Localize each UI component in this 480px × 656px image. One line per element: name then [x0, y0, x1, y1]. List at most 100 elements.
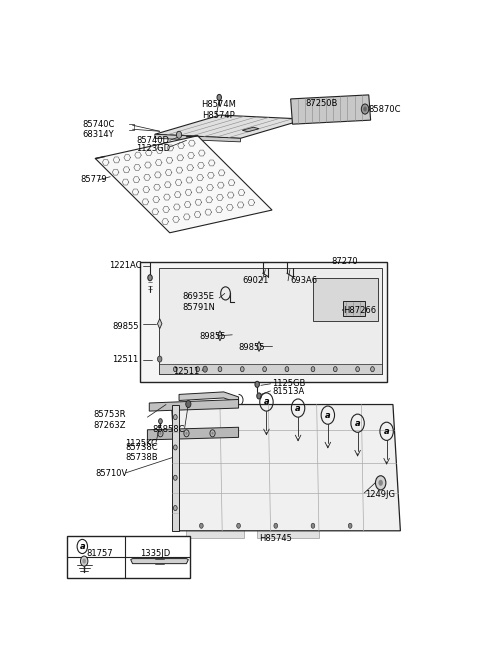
Polygon shape: [155, 134, 240, 142]
Polygon shape: [147, 427, 239, 440]
FancyBboxPatch shape: [196, 363, 214, 375]
Text: 81513A: 81513A: [272, 388, 304, 396]
Bar: [268, 465, 335, 506]
Text: 1249JG: 1249JG: [365, 491, 395, 499]
Circle shape: [378, 480, 383, 486]
Circle shape: [356, 367, 360, 372]
Text: a: a: [264, 398, 269, 407]
Polygon shape: [179, 392, 239, 403]
Polygon shape: [158, 364, 382, 374]
Circle shape: [255, 381, 259, 387]
Bar: [257, 412, 317, 458]
Circle shape: [173, 506, 177, 510]
Polygon shape: [158, 268, 382, 374]
Bar: [202, 465, 253, 506]
Polygon shape: [149, 400, 239, 411]
Polygon shape: [218, 331, 222, 341]
Circle shape: [363, 106, 367, 112]
Text: 81757: 81757: [87, 549, 113, 558]
FancyBboxPatch shape: [151, 353, 168, 365]
Bar: [67, 537, 190, 578]
Polygon shape: [155, 115, 305, 138]
Circle shape: [83, 559, 86, 564]
Text: 1125GB: 1125GB: [272, 379, 305, 388]
Polygon shape: [257, 341, 261, 352]
Circle shape: [217, 94, 221, 100]
Text: 12511: 12511: [112, 355, 138, 364]
Text: 12511: 12511: [173, 367, 200, 376]
Circle shape: [196, 367, 200, 372]
Bar: [186, 506, 244, 539]
Text: 69021: 69021: [242, 276, 269, 285]
Circle shape: [334, 367, 337, 372]
Circle shape: [159, 432, 162, 435]
Text: 85740D: 85740D: [136, 136, 169, 145]
Text: 89855: 89855: [239, 343, 265, 352]
Text: 86935E
85791N: 86935E 85791N: [183, 293, 216, 312]
Circle shape: [148, 275, 152, 281]
Circle shape: [157, 356, 162, 362]
Text: a: a: [295, 403, 301, 413]
Text: 1335JD: 1335JD: [140, 549, 170, 558]
Circle shape: [211, 432, 214, 435]
Polygon shape: [140, 262, 387, 382]
Polygon shape: [290, 95, 371, 124]
Circle shape: [237, 523, 240, 528]
Text: H8574M
H8574P: H8574M H8574P: [201, 100, 236, 120]
Text: 1123GD: 1123GD: [136, 144, 170, 153]
Polygon shape: [96, 136, 272, 233]
Polygon shape: [131, 559, 188, 564]
Circle shape: [257, 393, 261, 399]
Text: 89855: 89855: [112, 321, 139, 331]
Polygon shape: [172, 405, 400, 531]
Polygon shape: [157, 319, 162, 329]
Circle shape: [81, 556, 88, 566]
Text: 87270: 87270: [332, 257, 358, 266]
Circle shape: [203, 366, 207, 372]
Polygon shape: [343, 301, 365, 316]
Text: 85710V: 85710V: [96, 469, 128, 478]
Text: a: a: [355, 419, 360, 428]
Circle shape: [173, 475, 177, 480]
Text: 85779: 85779: [81, 175, 107, 184]
Circle shape: [274, 523, 277, 528]
Circle shape: [348, 523, 352, 528]
Circle shape: [173, 445, 177, 450]
Text: a: a: [325, 411, 331, 420]
Polygon shape: [313, 278, 378, 321]
Bar: [186, 412, 246, 458]
Circle shape: [185, 432, 188, 435]
Text: 85753R
87263Z: 85753R 87263Z: [94, 411, 126, 430]
Circle shape: [173, 367, 177, 372]
Circle shape: [285, 367, 289, 372]
Circle shape: [177, 131, 181, 138]
Circle shape: [371, 367, 374, 372]
Circle shape: [218, 367, 222, 372]
Circle shape: [200, 523, 203, 528]
Polygon shape: [242, 127, 259, 132]
Text: H85745: H85745: [259, 534, 292, 543]
Circle shape: [361, 104, 369, 114]
Circle shape: [375, 476, 386, 490]
Circle shape: [311, 523, 315, 528]
Text: 85870C: 85870C: [369, 104, 401, 113]
Text: 85740C
68314Y: 85740C 68314Y: [83, 119, 115, 139]
Text: 87250B: 87250B: [305, 100, 338, 108]
Circle shape: [173, 415, 177, 420]
Text: H87266: H87266: [343, 306, 376, 315]
Text: a: a: [384, 427, 389, 436]
Text: a: a: [80, 542, 85, 551]
Circle shape: [311, 367, 315, 372]
Circle shape: [263, 367, 266, 372]
Circle shape: [158, 419, 162, 424]
Polygon shape: [172, 405, 179, 531]
Text: 1125KC: 1125KC: [125, 439, 157, 448]
Bar: [257, 506, 319, 539]
Text: 1221AC: 1221AC: [109, 261, 142, 270]
Circle shape: [240, 367, 244, 372]
Text: 85858C: 85858C: [152, 425, 185, 434]
Text: 89855: 89855: [200, 332, 226, 341]
Circle shape: [186, 400, 191, 407]
Text: 85738C
85738B: 85738C 85738B: [125, 443, 158, 462]
Text: 693A6: 693A6: [290, 276, 317, 285]
